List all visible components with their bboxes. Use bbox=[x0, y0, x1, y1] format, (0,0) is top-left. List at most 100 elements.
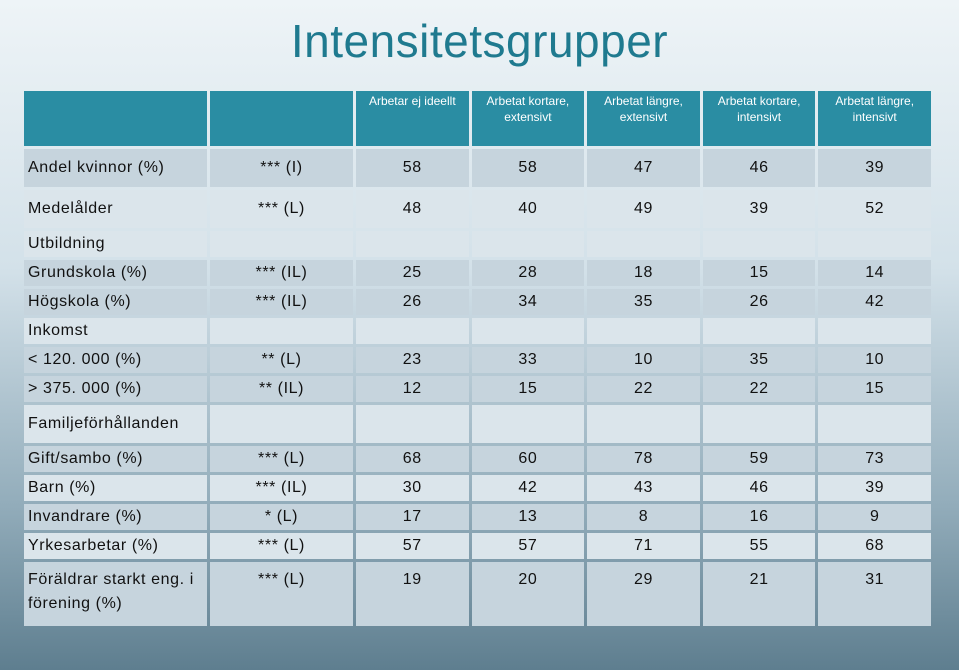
column-header: Arbetat längre, intensivt bbox=[818, 91, 931, 146]
value-cell: 22 bbox=[702, 376, 816, 402]
significance-cell: *** (I) bbox=[210, 149, 353, 187]
row-label: Medelålder bbox=[24, 190, 207, 228]
value-cell: 8 bbox=[587, 504, 700, 530]
table-row: Gift/sambo (%) *** (L) 68 60 78 59 73 bbox=[24, 446, 931, 472]
header-blank-cell bbox=[210, 91, 353, 146]
value-cell: 39 bbox=[818, 149, 931, 187]
table-row: > 375. 000 (%) ** (IL) 12 15 22 22 15 bbox=[24, 376, 931, 402]
value-cell: 42 bbox=[818, 289, 931, 315]
value-cell: 60 bbox=[471, 446, 585, 472]
value-cell: 20 bbox=[471, 562, 585, 626]
value-cell bbox=[818, 318, 931, 344]
row-label: Högskola (%) bbox=[24, 289, 207, 315]
value-cell bbox=[702, 405, 816, 443]
value-cell: 71 bbox=[587, 533, 700, 559]
value-cell: 46 bbox=[702, 475, 816, 501]
row-label: > 375. 000 (%) bbox=[24, 376, 207, 402]
column-header: Arbetar ej ideellt bbox=[356, 91, 469, 146]
value-cell bbox=[356, 231, 469, 257]
value-cell: 28 bbox=[471, 260, 585, 286]
value-cell bbox=[356, 405, 469, 443]
value-cell: 58 bbox=[471, 149, 585, 187]
value-cell: 59 bbox=[702, 446, 816, 472]
value-cell bbox=[587, 405, 700, 443]
column-header: Arbetat längre, extensivt bbox=[587, 91, 700, 146]
value-cell: 21 bbox=[702, 562, 816, 626]
value-cell: 12 bbox=[356, 376, 469, 402]
value-cell: 10 bbox=[587, 347, 700, 373]
significance-cell bbox=[210, 231, 353, 257]
significance-cell: ** (L) bbox=[210, 347, 353, 373]
value-cell: 25 bbox=[356, 260, 469, 286]
section-label: Inkomst bbox=[24, 318, 207, 344]
header-blank-cell bbox=[24, 91, 207, 146]
table-row: Barn (%) *** (IL) 30 42 43 46 39 bbox=[24, 475, 931, 501]
table-row: Grundskola (%) *** (IL) 25 28 18 15 14 bbox=[24, 260, 931, 286]
table-row: Högskola (%) *** (IL) 26 34 35 26 42 bbox=[24, 289, 931, 315]
value-cell bbox=[818, 405, 931, 443]
significance-cell: ** (IL) bbox=[210, 376, 353, 402]
value-cell: 35 bbox=[587, 289, 700, 315]
value-cell: 68 bbox=[818, 533, 931, 559]
value-cell bbox=[471, 231, 585, 257]
value-cell: 73 bbox=[818, 446, 931, 472]
value-cell: 78 bbox=[587, 446, 700, 472]
value-cell: 34 bbox=[471, 289, 585, 315]
significance-cell bbox=[210, 318, 353, 344]
value-cell: 40 bbox=[471, 190, 585, 228]
value-cell bbox=[702, 318, 816, 344]
row-label: Föräldrar starkt eng. i förening (%) bbox=[24, 562, 207, 626]
significance-cell: *** (IL) bbox=[210, 289, 353, 315]
significance-cell: *** (IL) bbox=[210, 475, 353, 501]
value-cell: 29 bbox=[587, 562, 700, 626]
value-cell: 43 bbox=[587, 475, 700, 501]
value-cell: 26 bbox=[702, 289, 816, 315]
value-cell: 49 bbox=[587, 190, 700, 228]
value-cell bbox=[702, 231, 816, 257]
row-label: Yrkesarbetar (%) bbox=[24, 533, 207, 559]
row-label: Invandrare (%) bbox=[24, 504, 207, 530]
value-cell: 15 bbox=[818, 376, 931, 402]
significance-cell: *** (IL) bbox=[210, 260, 353, 286]
row-label: Gift/sambo (%) bbox=[24, 446, 207, 472]
value-cell: 15 bbox=[702, 260, 816, 286]
significance-cell: *** (L) bbox=[210, 446, 353, 472]
column-header: Arbetat kortare, intensivt bbox=[702, 91, 816, 146]
value-cell bbox=[587, 231, 700, 257]
value-cell: 52 bbox=[818, 190, 931, 228]
value-cell: 58 bbox=[356, 149, 469, 187]
value-cell: 14 bbox=[818, 260, 931, 286]
value-cell: 30 bbox=[356, 475, 469, 501]
value-cell bbox=[356, 318, 469, 344]
significance-cell: *** (L) bbox=[210, 533, 353, 559]
value-cell bbox=[587, 318, 700, 344]
significance-cell: *** (L) bbox=[210, 562, 353, 626]
value-cell: 18 bbox=[587, 260, 700, 286]
header-row: Arbetar ej ideellt Arbetat kortare, exte… bbox=[24, 91, 931, 146]
value-cell: 31 bbox=[818, 562, 931, 626]
table-row: Invandrare (%) * (L) 17 13 8 16 9 bbox=[24, 504, 931, 530]
slide-title: Intensitetsgrupper bbox=[290, 15, 669, 67]
table-row: Föräldrar starkt eng. i förening (%) ***… bbox=[24, 562, 931, 626]
value-cell: 47 bbox=[587, 149, 700, 187]
value-cell: 9 bbox=[818, 504, 931, 530]
table-row: Yrkesarbetar (%) *** (L) 57 57 71 55 68 bbox=[24, 533, 931, 559]
value-cell bbox=[471, 405, 585, 443]
section-row: Utbildning bbox=[24, 231, 931, 257]
table-row: Andel kvinnor (%) *** (I) 58 58 47 46 39 bbox=[24, 149, 931, 187]
section-label: Familjeförhållanden bbox=[24, 405, 207, 443]
table-row: Medelålder *** (L) 48 40 49 39 52 bbox=[24, 190, 931, 228]
value-cell: 55 bbox=[702, 533, 816, 559]
value-cell: 39 bbox=[702, 190, 816, 228]
value-cell: 46 bbox=[702, 149, 816, 187]
intensity-groups-table: Arbetar ej ideellt Arbetat kortare, exte… bbox=[21, 88, 934, 629]
value-cell: 17 bbox=[356, 504, 469, 530]
significance-cell bbox=[210, 405, 353, 443]
significance-cell: * (L) bbox=[210, 504, 353, 530]
section-row: Familjeförhållanden bbox=[24, 405, 931, 443]
value-cell: 26 bbox=[356, 289, 469, 315]
value-cell: 68 bbox=[356, 446, 469, 472]
section-label: Utbildning bbox=[24, 231, 207, 257]
value-cell: 22 bbox=[587, 376, 700, 402]
value-cell: 42 bbox=[471, 475, 585, 501]
